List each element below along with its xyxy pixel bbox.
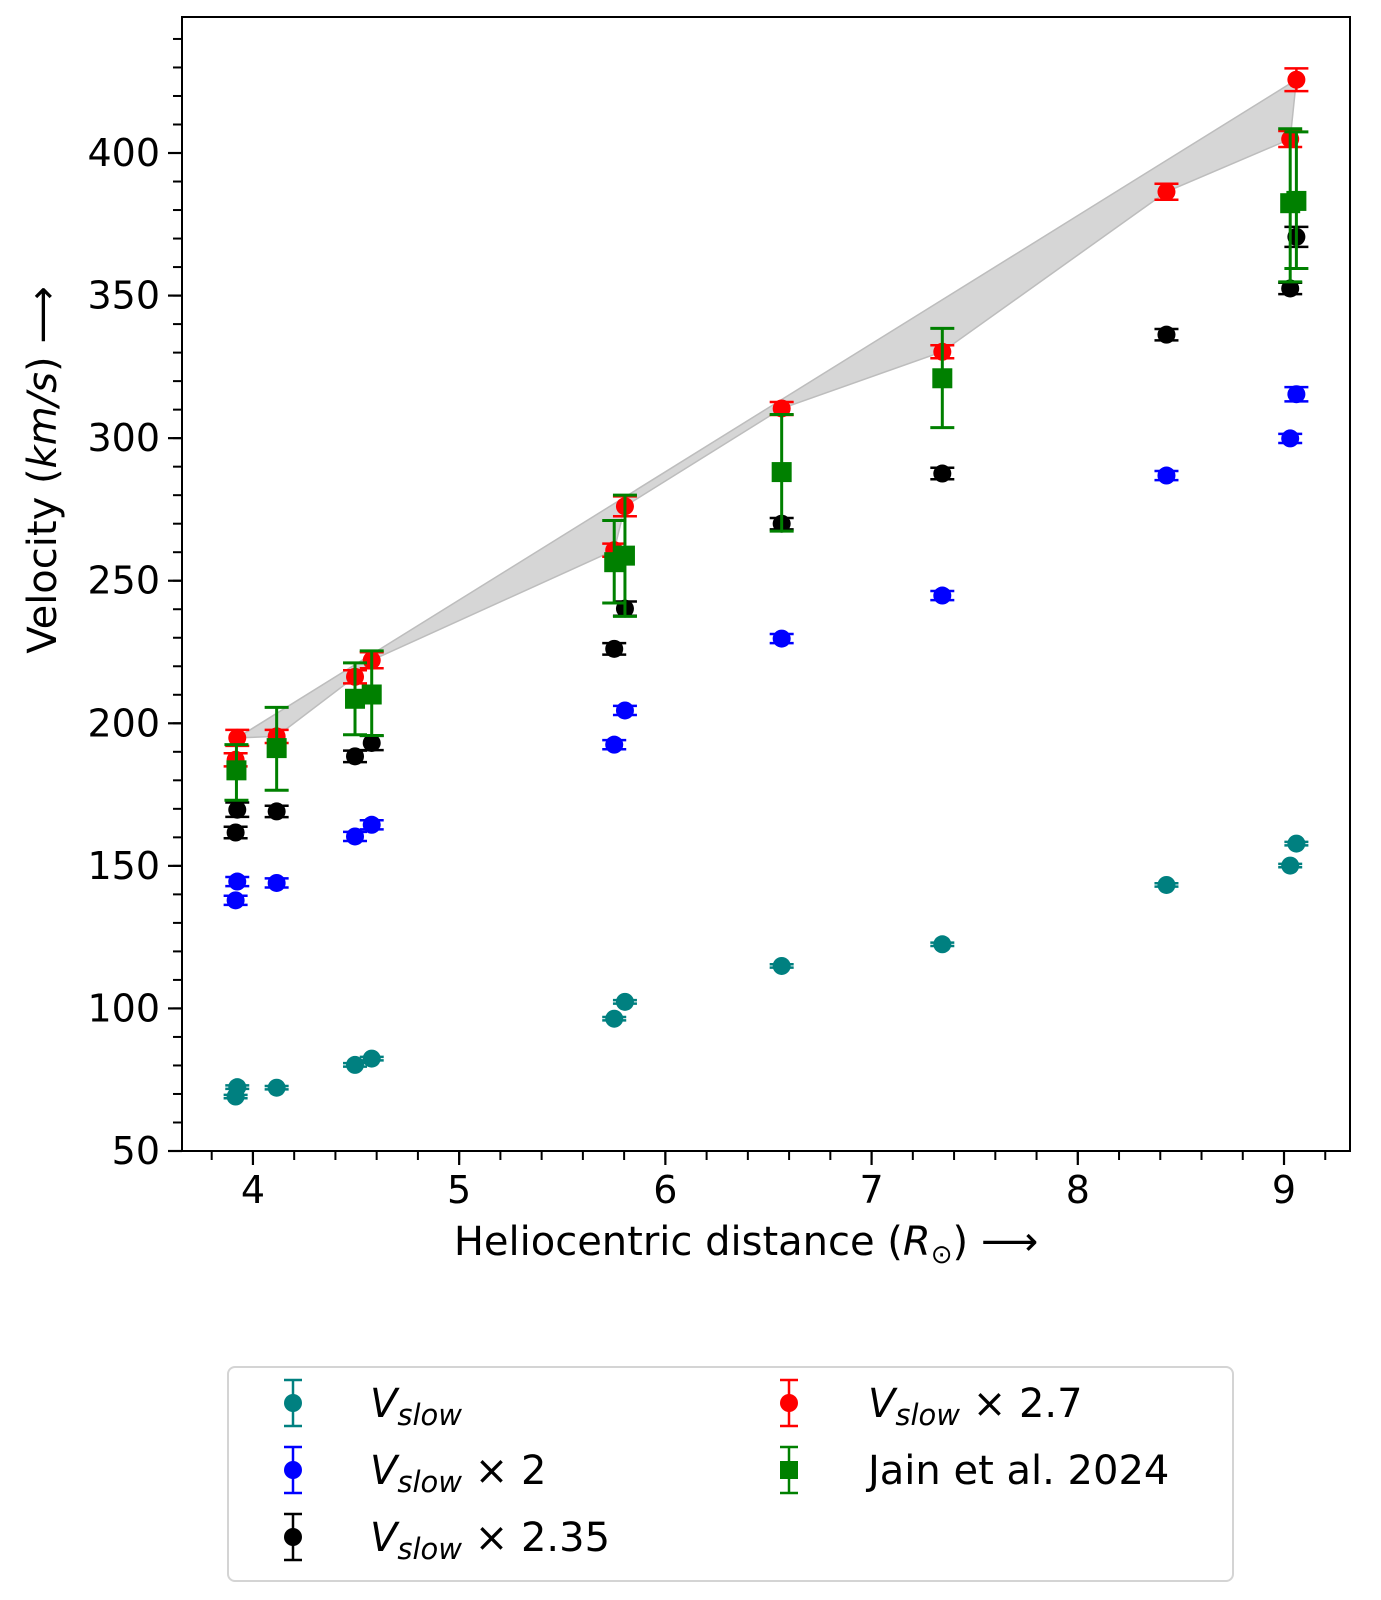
data-point xyxy=(605,1009,624,1028)
data-point xyxy=(266,738,287,759)
legend-entry: Vslow × 2.35 xyxy=(284,1512,610,1566)
y-axis-label: Velocity (km/s) ⟶ xyxy=(20,286,66,653)
data-point xyxy=(1281,429,1300,448)
data-point xyxy=(605,735,624,754)
data-point xyxy=(1157,325,1176,344)
data-point xyxy=(1287,385,1306,404)
legend-entry: Vslow xyxy=(284,1378,462,1432)
x-axis-label: Heliocentric distance (R⊙) ⟶ xyxy=(454,1219,1038,1270)
x-tick-label: 9 xyxy=(1272,1168,1296,1212)
x-tick-label: 8 xyxy=(1066,1168,1090,1212)
series-vslow-x-2-35 xyxy=(223,225,1309,842)
legend-label: Vslow × 2.7 xyxy=(868,1381,1083,1432)
data-point xyxy=(605,639,624,658)
data-point xyxy=(933,935,952,954)
axes: 4 5 6 7 8 9 50 100 150 200 250 300 350 400 xyxy=(87,16,1351,1212)
data-point xyxy=(933,464,952,483)
y-tick-label: 400 xyxy=(87,131,160,175)
data-point xyxy=(1281,856,1300,875)
y-tick-label: 100 xyxy=(87,986,160,1030)
data-point xyxy=(226,891,245,910)
x-tick-label: 5 xyxy=(447,1168,471,1212)
data-point xyxy=(771,462,792,483)
data-point xyxy=(226,760,247,781)
data-point xyxy=(932,368,953,389)
legend-entry: Vslow × 2.7 xyxy=(780,1378,1083,1432)
data-point xyxy=(267,873,286,892)
y-tick-label: 150 xyxy=(87,844,160,888)
plot-area xyxy=(223,67,1309,1106)
legend-marker-circle-icon xyxy=(284,1528,302,1546)
data-point xyxy=(772,629,791,648)
data-point xyxy=(1286,190,1307,211)
legend-entry: Vslow × 2 xyxy=(284,1445,546,1499)
data-point xyxy=(615,992,634,1011)
data-point xyxy=(345,688,366,709)
data-point xyxy=(772,956,791,975)
data-point xyxy=(228,872,247,891)
y-tick-label: 300 xyxy=(87,416,160,460)
x-tick-label: 6 xyxy=(653,1168,677,1212)
data-point xyxy=(1287,834,1306,853)
data-point xyxy=(1157,466,1176,485)
y-tick-label: 200 xyxy=(87,701,160,745)
axes-frame xyxy=(181,16,1351,1152)
legend-marker-circle-icon xyxy=(284,1394,302,1412)
x-tick-label: 7 xyxy=(859,1168,883,1212)
data-point xyxy=(267,1078,286,1097)
data-point xyxy=(1157,875,1176,894)
y-tick-label: 250 xyxy=(87,559,160,603)
legend-label: Vslow × 2.35 xyxy=(370,1515,610,1566)
data-point xyxy=(346,827,365,846)
y-tick-label: 50 xyxy=(112,1129,160,1173)
legend-marker-circle-icon xyxy=(284,1461,302,1479)
data-point xyxy=(1157,182,1176,201)
series-vslow-x-2 xyxy=(223,385,1309,910)
data-point xyxy=(1287,70,1306,89)
legend-label: Vslow xyxy=(370,1381,462,1432)
data-point xyxy=(346,1055,365,1074)
legend-label: Jain et al. 2024 xyxy=(865,1448,1169,1494)
legend: Vslow Vslow × 2 Vslow × 2.35 Vslow × 2.7 Jai… xyxy=(227,1366,1234,1582)
data-point xyxy=(362,1049,381,1068)
data-point xyxy=(267,802,286,821)
data-point xyxy=(228,800,247,819)
data-point xyxy=(228,1078,247,1097)
data-point xyxy=(226,823,245,842)
legend-frame xyxy=(227,1366,1234,1582)
legend-marker-square-icon xyxy=(780,1461,798,1479)
legend-marker-circle-icon xyxy=(780,1394,798,1412)
data-point xyxy=(1281,279,1300,298)
data-point xyxy=(346,747,365,766)
legend-entry: Jain et al. 2024 xyxy=(780,1445,1169,1495)
data-point xyxy=(228,728,247,747)
legend-label: Vslow × 2 xyxy=(370,1448,546,1499)
data-point xyxy=(614,545,635,566)
data-point xyxy=(933,586,952,605)
y-tick-label: 350 xyxy=(87,274,160,318)
data-point xyxy=(615,701,634,720)
x-tick-label: 4 xyxy=(241,1168,265,1212)
series-vslow xyxy=(223,834,1309,1106)
data-point xyxy=(361,684,382,705)
data-point xyxy=(362,733,381,752)
series-jain-et-al-2024 xyxy=(224,127,1309,802)
shaded-region xyxy=(234,78,1298,739)
data-point xyxy=(362,815,381,834)
